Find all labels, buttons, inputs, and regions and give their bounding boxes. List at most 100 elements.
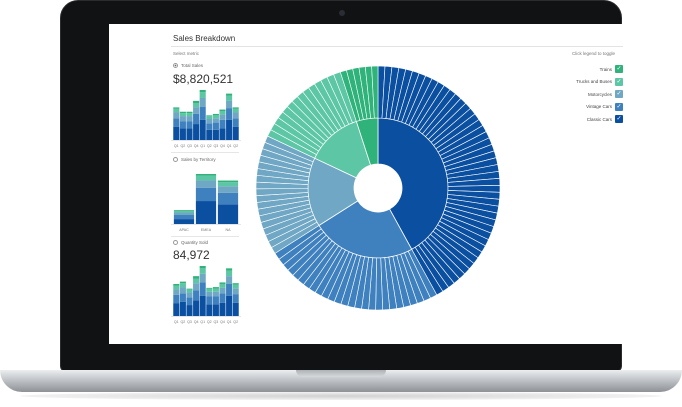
mini-bar-segment[interactable]	[212, 304, 219, 316]
mini-bar-segment[interactable]	[173, 283, 180, 286]
mini-bar-segment[interactable]	[232, 288, 239, 295]
mini-bar-segment[interactable]	[199, 295, 206, 316]
mini-bar-segment[interactable]	[199, 282, 206, 296]
legend-item-vintage-cars[interactable]: Vintage Cars ✓	[555, 101, 623, 114]
mini-bar-segment[interactable]	[212, 122, 219, 130]
mini-bar-segment[interactable]	[173, 210, 195, 213]
metric-option-sales-by-territory[interactable]: Sales by Territory	[173, 157, 216, 162]
mini-bar-segment[interactable]	[173, 303, 180, 317]
mini-bar-segment[interactable]	[173, 118, 180, 127]
mini-bar-segment[interactable]	[173, 108, 180, 113]
mini-bar-segment[interactable]	[193, 290, 200, 301]
mini-bar-segment[interactable]	[226, 283, 233, 296]
mini-bar-segment[interactable]	[232, 126, 239, 140]
mini-bar-segment[interactable]	[232, 284, 239, 289]
mini-bar-segment[interactable]	[206, 123, 213, 130]
mini-bar-segment[interactable]	[195, 180, 217, 188]
mini-chart-quantity-sold[interactable]: Q1 Q2 Q3 Q4 Q1 Q2 Q3 Q4 Q1 Q2	[171, 264, 241, 326]
mini-bar-segment[interactable]	[212, 113, 219, 116]
mini-bar-segment[interactable]	[195, 174, 217, 176]
mini-bar-segment[interactable]	[212, 115, 219, 119]
mini-bar-segment[interactable]	[199, 119, 206, 140]
mini-bar-segment[interactable]	[219, 283, 226, 288]
mini-bar-segment[interactable]	[173, 285, 180, 290]
mini-bar-segment[interactable]	[179, 283, 186, 288]
mini-bar-segment[interactable]	[206, 304, 213, 316]
mini-bar-segment[interactable]	[186, 116, 193, 122]
mini-bar-segment[interactable]	[219, 287, 226, 294]
mini-bar-segment[interactable]	[226, 119, 233, 140]
mini-bar-segment[interactable]	[173, 212, 195, 215]
checkbox-checked-icon[interactable]: ✓	[615, 115, 623, 124]
mini-bar-segment[interactable]	[217, 192, 239, 205]
mini-bar-segment[interactable]	[193, 278, 200, 284]
mini-bar-segment[interactable]	[173, 219, 195, 224]
mini-bar-segment[interactable]	[226, 108, 233, 120]
mini-bar-segment[interactable]	[186, 113, 193, 117]
sales-sunburst-chart[interactable]	[254, 64, 502, 312]
mini-bar-segment[interactable]	[173, 214, 195, 220]
mini-bar-segment[interactable]	[226, 295, 233, 316]
mini-bar-segment[interactable]	[219, 114, 226, 120]
mini-bar-segment[interactable]	[206, 291, 213, 297]
radio-unselected-icon[interactable]	[173, 157, 178, 162]
legend-item-trucks-and-buses[interactable]: Trucks and Buses ✓	[555, 76, 623, 89]
mini-bar-segment[interactable]	[226, 93, 233, 96]
mini-bar-segment[interactable]	[199, 90, 206, 93]
mini-bar-segment[interactable]	[219, 293, 226, 303]
mini-bar-segment[interactable]	[219, 109, 226, 112]
legend-item-motorcycles[interactable]: Motorcycles ✓	[555, 88, 623, 101]
mini-bar-segment[interactable]	[195, 175, 217, 181]
mini-bar-segment[interactable]	[193, 113, 200, 125]
mini-bar-segment[interactable]	[179, 116, 186, 122]
mini-bar-segment[interactable]	[173, 112, 180, 119]
checkbox-checked-icon[interactable]: ✓	[615, 102, 623, 111]
mini-bar-segment[interactable]	[199, 97, 206, 107]
mini-chart-total-sales[interactable]: Q1 Q2 Q3 Q4 Q1 Q2 Q3 Q4 Q1 Q2	[171, 88, 241, 150]
mini-bar-segment[interactable]	[232, 108, 239, 113]
metric-option-quantity-sold[interactable]: Quantity Sold	[173, 240, 208, 245]
mini-bar-segment[interactable]	[212, 288, 219, 292]
mini-bar-segment[interactable]	[199, 266, 206, 269]
mini-bar-segment[interactable]	[206, 116, 213, 119]
mini-bar-segment[interactable]	[193, 283, 200, 291]
mini-bar-segment[interactable]	[232, 107, 239, 109]
mini-bar-segment[interactable]	[193, 107, 200, 114]
mini-bar-segment[interactable]	[179, 128, 186, 140]
mini-bar-segment[interactable]	[226, 276, 233, 284]
mini-bar-segment[interactable]	[226, 270, 233, 277]
mini-bar-segment[interactable]	[219, 128, 226, 140]
mini-bar-segment[interactable]	[219, 282, 226, 284]
mini-bar-segment[interactable]	[232, 112, 239, 119]
mini-bar-segment[interactable]	[206, 287, 213, 289]
mini-bar-segment[interactable]	[195, 187, 217, 202]
mini-bar-segment[interactable]	[206, 115, 213, 117]
sunburst-outer-segment[interactable]	[371, 65, 379, 119]
mini-bar-segment[interactable]	[186, 292, 193, 298]
mini-bar-segment[interactable]	[217, 180, 239, 183]
mini-bar-segment[interactable]	[232, 283, 239, 285]
mini-bar-segment[interactable]	[232, 294, 239, 303]
mini-bar-segment[interactable]	[226, 268, 233, 271]
mini-bar-segment[interactable]	[219, 111, 226, 115]
mini-bar-segment[interactable]	[232, 118, 239, 127]
mini-bar-segment[interactable]	[212, 291, 219, 297]
mini-bar-segment[interactable]	[186, 297, 193, 306]
mini-bar-segment[interactable]	[217, 186, 239, 193]
mini-bar-segment[interactable]	[186, 289, 193, 293]
mini-bar-segment[interactable]	[219, 302, 226, 316]
mini-bar-segment[interactable]	[206, 288, 213, 292]
mini-bar-segment[interactable]	[173, 107, 180, 109]
mini-bar-segment[interactable]	[173, 126, 180, 140]
checkbox-checked-icon[interactable]: ✓	[615, 77, 623, 86]
mini-bar-segment[interactable]	[173, 210, 195, 211]
mini-bar-segment[interactable]	[193, 276, 200, 279]
mini-bar-segment[interactable]	[193, 103, 200, 108]
mini-bar-segment[interactable]	[217, 182, 239, 187]
mini-bar-segment[interactable]	[193, 124, 200, 140]
mini-bar-segment[interactable]	[199, 92, 206, 98]
mini-bar-segment[interactable]	[232, 302, 239, 316]
mini-bar-segment[interactable]	[179, 301, 186, 316]
legend-item-classic-cars[interactable]: Classic Cars ✓	[555, 113, 623, 126]
mini-bar-segment[interactable]	[217, 204, 239, 224]
